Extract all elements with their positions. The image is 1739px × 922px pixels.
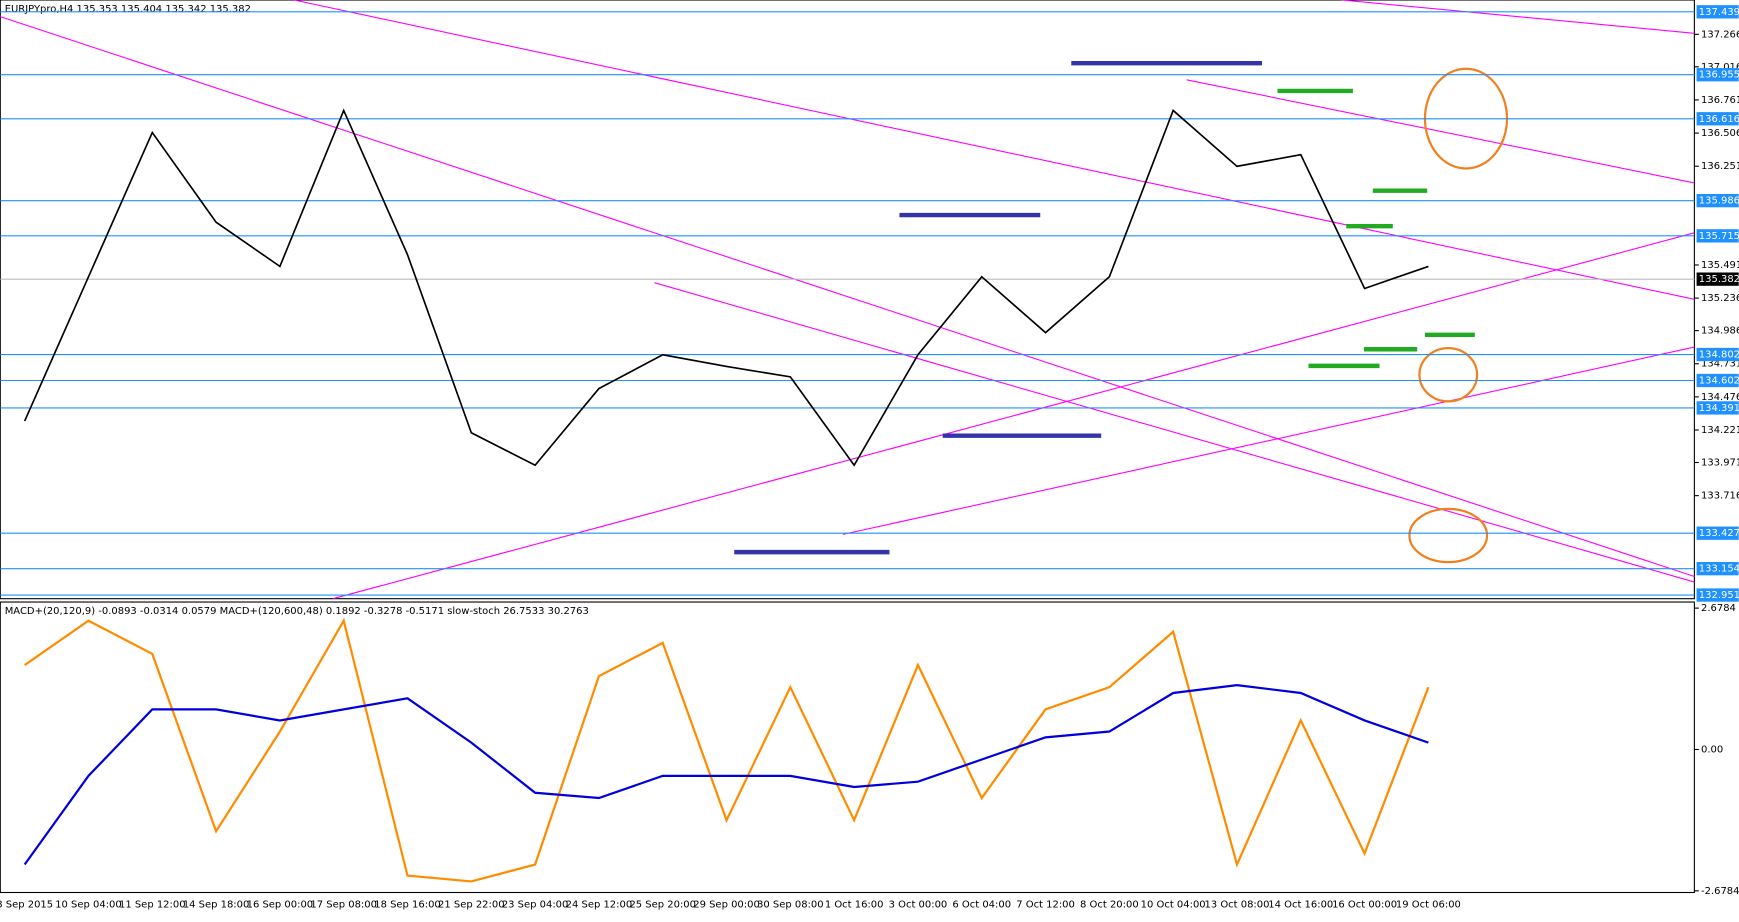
x-tick-label: 1 Oct 16:00 (825, 900, 884, 911)
level-box (1696, 562, 1739, 576)
level-label: 133.154 (1699, 564, 1739, 575)
x-tick-label: 8 Sep 2015 (0, 900, 53, 911)
level-label: 136.955 (1699, 70, 1739, 81)
x-tick-label: 17 Sep 08:00 (310, 900, 377, 911)
indicator-panel (0, 601, 1695, 894)
y-tick-label: 137.266 (1701, 29, 1739, 40)
level-box (1696, 373, 1739, 388)
level-box (1696, 5, 1739, 19)
level-label: 133.427 (1699, 528, 1739, 539)
x-tick-label: 19 Oct 06:00 (1396, 900, 1461, 911)
x-tick-label: 7 Oct 12:00 (1016, 900, 1075, 911)
price-panel (0, 0, 1695, 600)
level-label: 134.391 (1699, 403, 1739, 414)
level-label: 134.802 (1699, 350, 1739, 361)
y-tick-label: 137.016 (1701, 62, 1739, 73)
x-tick-label: 8 Oct 20:00 (1080, 900, 1139, 911)
x-tick-label: 14 Oct 16:00 (1268, 900, 1333, 911)
y-tick-label: 136.251 (1701, 161, 1739, 172)
y-tick-label: 0.00 (1701, 744, 1723, 755)
y-tick-label: 2.6784 (1701, 603, 1736, 614)
x-tick-label: 23 Sep 04:00 (502, 900, 569, 911)
level-label: 136.616 (1699, 114, 1739, 125)
series-line (23, 683, 1429, 866)
y-tick-label: 134.476 (1701, 392, 1739, 403)
level-box (1696, 112, 1739, 126)
x-tick-label: 24 Sep 12:00 (566, 900, 633, 911)
y-tick-label: 133.716 (1701, 491, 1739, 502)
x-tick-label: 11 Sep 12:00 (119, 900, 186, 911)
chart-title: EURJPYpro,H4 135.353 135.404 135.342 135… (5, 4, 251, 15)
y-tick-label: 135.491 (1701, 260, 1739, 271)
price-box (1696, 272, 1739, 286)
x-tick-label: 13 Oct 08:00 (1204, 900, 1269, 911)
y-tick-label: 134.731 (1701, 359, 1739, 370)
level-box (1696, 401, 1739, 415)
level-box (1696, 347, 1739, 362)
y-tick-label: 134.986 (1701, 326, 1739, 337)
x-tick-label: 29 Sep 00:00 (693, 900, 760, 911)
level-box (1696, 193, 1739, 208)
x-tick-label: 16 Oct 00:00 (1332, 900, 1397, 911)
level-label: 132.951 (1699, 590, 1739, 601)
y-tick-label: -2.6784 (1701, 886, 1739, 897)
zones (734, 60, 1262, 555)
x-tick-label: 10 Oct 04:00 (1141, 900, 1206, 911)
y-tick-label: 134.221 (1701, 425, 1739, 436)
series-line (23, 108, 1429, 467)
level-box (1696, 526, 1739, 540)
trendlines (0, 0, 1695, 600)
series-line (24, 617, 1430, 883)
level-box (1696, 588, 1739, 602)
level-box (1696, 68, 1739, 82)
x-tick-label: 21 Sep 22:00 (438, 900, 505, 911)
level-label: 135.986 (1699, 196, 1739, 207)
x-tick-label: 6 Oct 04:00 (952, 900, 1011, 911)
level-label: 137.439 (1699, 7, 1739, 18)
price-label: 135.382 (1699, 274, 1739, 285)
x-tick-label: 3 Oct 00:00 (889, 900, 948, 911)
x-tick-label: 14 Sep 18:00 (183, 900, 250, 911)
x-tick-label: 30 Sep 08:00 (757, 900, 824, 911)
y-tick-label: 135.236 (1701, 293, 1739, 304)
indicator-title: MACD+(20,120,9) -0.0893 -0.0314 0.0579 M… (5, 606, 589, 617)
x-tick-label: 16 Sep 00:00 (247, 900, 314, 911)
x-tick-label: 25 Sep 20:00 (629, 900, 696, 911)
level-label: 134.602 (1699, 376, 1739, 387)
level-label: 135.715 (1699, 231, 1739, 242)
y-tick-label: 136.761 (1701, 95, 1739, 106)
x-tick-label: 18 Sep 16:00 (374, 900, 441, 911)
y-tick-label: 133.971 (1701, 458, 1739, 469)
level-box (1696, 229, 1739, 243)
x-tick-label: 10 Sep 04:00 (55, 900, 122, 911)
y-tick-label: 136.506 (1701, 128, 1739, 139)
zones-green (1277, 88, 1475, 369)
